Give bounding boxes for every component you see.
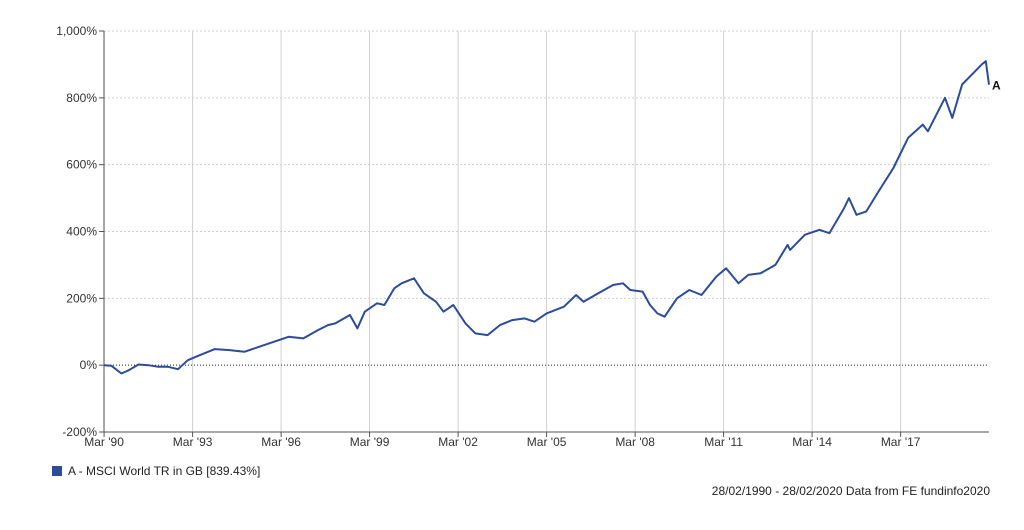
series-end-label: A	[992, 79, 1001, 93]
x-tick-label: Mar '93	[173, 435, 213, 449]
series-line	[103, 60, 990, 375]
x-tick-label: Mar '08	[615, 435, 655, 449]
y-tick-label: 200%	[66, 291, 97, 305]
legend-label: A - MSCI World TR in GB [839.43%]	[68, 464, 261, 478]
x-tick-label: Mar '05	[527, 435, 567, 449]
x-tick-label: Mar '90	[84, 435, 124, 449]
x-tick-label: Mar '17	[881, 435, 921, 449]
x-tick-label: Mar '99	[350, 435, 390, 449]
x-tick-label: Mar '02	[438, 435, 478, 449]
y-tick-label: 600%	[66, 158, 97, 172]
x-tick-label: Mar '14	[792, 435, 832, 449]
y-tick-label: 800%	[66, 91, 97, 105]
legend-swatch	[52, 466, 62, 476]
y-tick-label: 400%	[66, 225, 97, 239]
x-tick-label: Mar '11	[704, 435, 743, 449]
y-tick-label: 0%	[80, 358, 98, 372]
legend: A - MSCI World TR in GB [839.43%]	[52, 464, 260, 478]
y-tick-label: 1,000%	[56, 24, 97, 38]
source-note: 28/02/1990 - 28/02/2020 Data from FE fun…	[711, 484, 990, 498]
y-tick-label: -200%	[62, 425, 97, 439]
x-tick-label: Mar '96	[261, 435, 301, 449]
